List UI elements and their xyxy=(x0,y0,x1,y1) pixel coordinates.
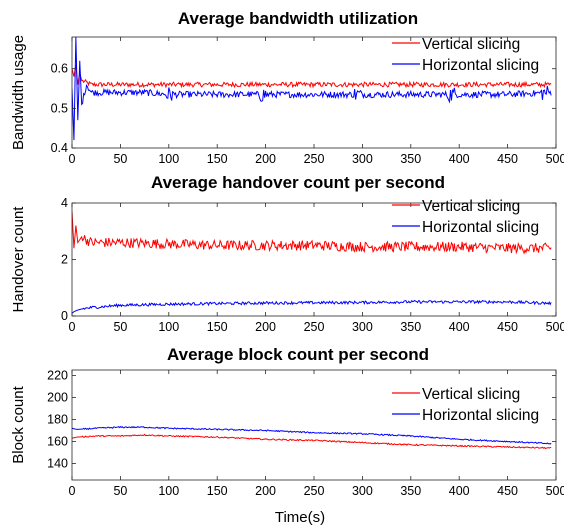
x-tick-label: 250 xyxy=(304,484,325,498)
x-tick-label: 400 xyxy=(449,152,470,166)
x-tick-label: 50 xyxy=(113,484,127,498)
x-tick-label: 100 xyxy=(158,152,179,166)
legend-label: Horizontal slicing xyxy=(422,219,539,236)
x-tick-label: 0 xyxy=(69,152,76,166)
chart-1: Average bandwidth utilization Bandwidth u… xyxy=(10,9,564,166)
x-tick-label: 200 xyxy=(255,484,276,498)
x-tick-label: 0 xyxy=(69,484,76,498)
y-axis-label: Block count xyxy=(10,385,27,463)
x-tick-label: 250 xyxy=(304,320,325,334)
legend-label: Vertical slicing xyxy=(422,198,520,215)
x-tick-label: 300 xyxy=(352,320,373,334)
y-axis-label: Bandwidth usage xyxy=(10,35,27,150)
x-tick-label: 300 xyxy=(352,484,373,498)
y-tick-label: 200 xyxy=(47,391,68,405)
x-tick-label: 250 xyxy=(304,152,325,166)
x-tick-label: 400 xyxy=(449,320,470,334)
y-tick-label: 160 xyxy=(47,435,68,449)
x-tick-label: 350 xyxy=(400,320,421,334)
chart-3: Average block count per second Block coun… xyxy=(10,345,564,526)
y-tick-label: 0.6 xyxy=(51,62,68,76)
chart-title: Average block count per second xyxy=(167,345,429,364)
y-tick-label: 0 xyxy=(61,309,68,323)
x-tick-label: 50 xyxy=(113,320,127,334)
chart-title: Average handover count per second xyxy=(151,173,445,192)
series-group xyxy=(72,211,552,314)
x-tick-label: 100 xyxy=(158,320,179,334)
legend-label: Vertical slicing xyxy=(422,386,520,403)
y-tick-label: 180 xyxy=(47,413,68,427)
x-tick-label: 150 xyxy=(207,484,228,498)
y-axis-label: Handover count xyxy=(10,206,27,313)
series-line-vertical xyxy=(72,433,552,450)
x-tick-label: 0 xyxy=(69,320,76,334)
x-tick-label: 450 xyxy=(497,484,518,498)
series-group xyxy=(72,37,552,141)
x-tick-label: 500 xyxy=(546,320,564,334)
x-tick-label: 450 xyxy=(497,152,518,166)
x-tick-label: 100 xyxy=(158,484,179,498)
x-tick-label: 50 xyxy=(113,152,127,166)
y-tick-label: 0.5 xyxy=(51,101,68,115)
x-tick-label: 200 xyxy=(255,152,276,166)
legend-label: Vertical slicing xyxy=(422,36,520,53)
x-tick-label: 150 xyxy=(207,152,228,166)
series-line-vertical xyxy=(72,211,552,255)
x-axis-label: Time(s) xyxy=(275,509,325,526)
y-tick-label: 0.4 xyxy=(51,141,68,155)
series-line-vertical xyxy=(72,64,552,89)
x-tick-label: 350 xyxy=(400,484,421,498)
x-tick-label: 400 xyxy=(449,484,470,498)
x-tick-label: 450 xyxy=(497,320,518,334)
chart-title: Average bandwidth utilization xyxy=(178,9,418,28)
x-tick-label: 500 xyxy=(546,484,564,498)
x-tick-label: 350 xyxy=(400,152,421,166)
y-tick-label: 140 xyxy=(47,457,68,471)
x-tick-label: 150 xyxy=(207,320,228,334)
legend-label: Horizontal slicing xyxy=(422,57,539,74)
series-line-horizontal xyxy=(72,299,552,314)
y-tick-label: 220 xyxy=(47,369,68,383)
series-line-horizontal xyxy=(72,425,552,445)
x-tick-label: 200 xyxy=(255,320,276,334)
chart-2: Average handover count per second Handove… xyxy=(10,173,564,334)
x-tick-label: 500 xyxy=(546,152,564,166)
legend-label: Horizontal slicing xyxy=(422,407,539,424)
series-group xyxy=(72,425,552,450)
y-tick-label: 2 xyxy=(61,253,68,267)
x-tick-label: 300 xyxy=(352,152,373,166)
series-line-horizontal xyxy=(72,37,552,141)
y-tick-label: 4 xyxy=(61,196,68,210)
